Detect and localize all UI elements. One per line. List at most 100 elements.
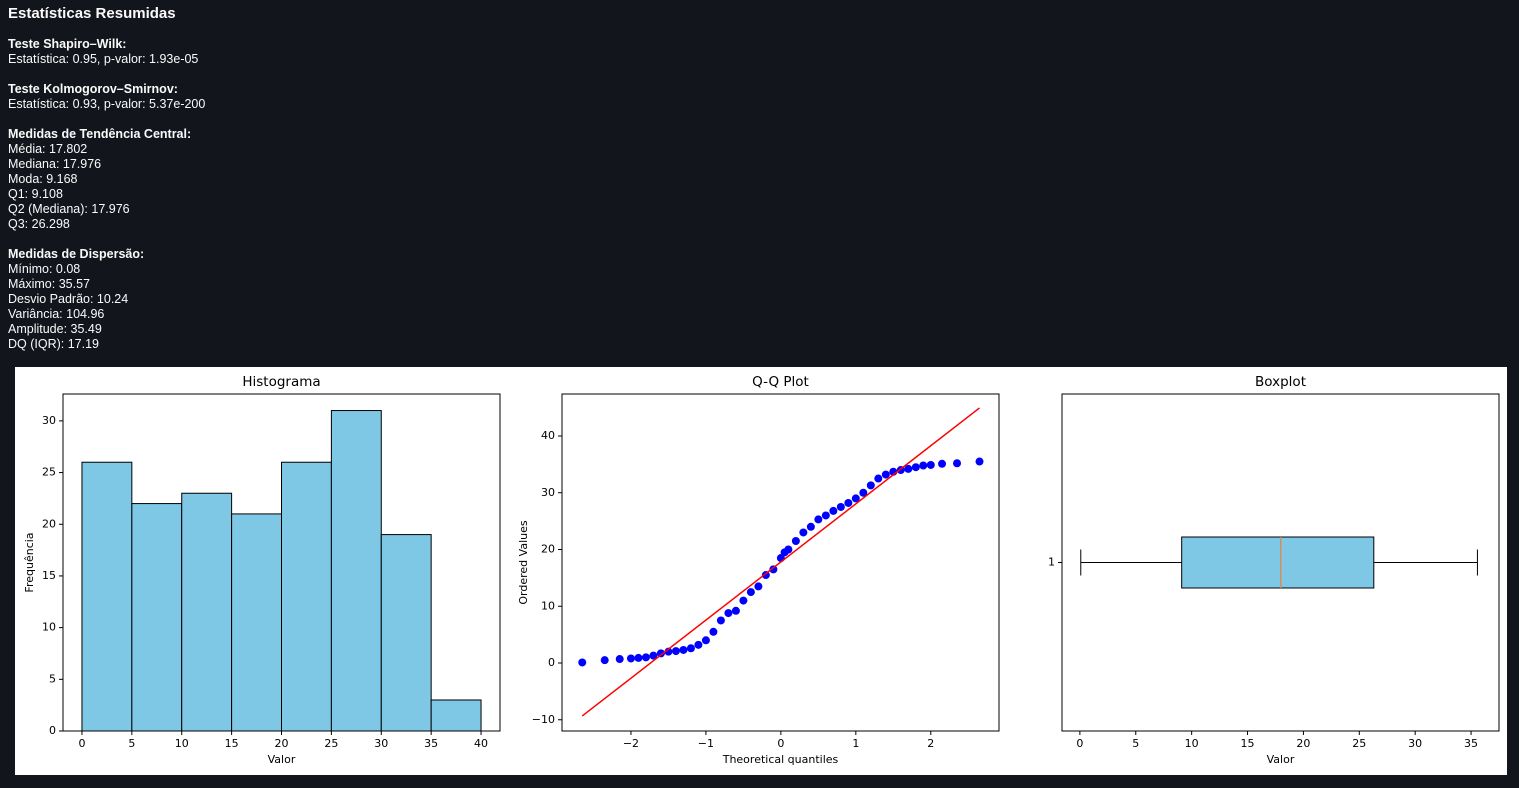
qq-point: [600, 656, 609, 665]
section-line: Variância: 104.96: [8, 307, 105, 321]
qq-point: [904, 464, 913, 473]
y-axis-label: Ordered Values: [517, 520, 530, 604]
y-tick-label: 30: [42, 414, 56, 427]
histogram-bar: [231, 513, 282, 732]
qq-point: [641, 653, 650, 662]
section-line: Moda: 9.168: [8, 172, 78, 186]
section-line: Desvio Padrão: 10.24: [8, 292, 129, 306]
qq-point: [953, 459, 962, 468]
y-tick-label: 15: [42, 569, 56, 582]
subplot: Histograma Valor 0 5 10 15 20 25 30 35 40 0 5 10 15 20 2…: [23, 374, 501, 766]
section-line: Média: 17.802: [8, 142, 88, 156]
x-tick-label: 10: [175, 737, 189, 750]
x-tick-label: 20: [275, 737, 289, 750]
summary-title: Estatísticas Resumidas: [8, 5, 176, 22]
subplot-title: Boxplot: [1255, 374, 1306, 390]
y-tick-label: 20: [541, 543, 555, 556]
qq-point: [649, 651, 658, 660]
qq-point: [799, 528, 808, 537]
x-tick-label: 0: [78, 737, 85, 750]
x-tick-label: 10: [1185, 737, 1199, 750]
section-line: Q1: 9.108: [8, 187, 63, 201]
x-tick-label: 0: [777, 737, 784, 750]
section-line: Amplitude: 35.49: [8, 322, 102, 336]
section-heading: Medidas de Tendência Central:: [8, 127, 192, 141]
qq-point: [975, 457, 984, 466]
qq-point: [881, 470, 890, 479]
histogram-bar: [330, 410, 382, 732]
summary: Estatísticas Resumidas Teste Shapiro–Wil…: [8, 6, 205, 352]
section-line: DQ (IQR): 17.19: [8, 337, 99, 351]
y-tick-label: 0: [49, 724, 56, 737]
qq-point: [821, 511, 830, 520]
histogram-bar: [131, 503, 183, 732]
x-tick-label: −2: [623, 737, 639, 750]
x-tick-label: 0: [1076, 737, 1083, 750]
x-axis-label: Valor: [1267, 753, 1295, 766]
y-tick-label: 20: [42, 517, 56, 530]
subplot: Boxplot Valor 0 5 10 15 20 25 30 35 1: [1048, 374, 1500, 766]
qq-point: [634, 653, 643, 662]
qq-point: [919, 461, 928, 470]
summary-section: Medidas de Tendência Central: Média: 17.8…: [8, 127, 205, 232]
qq-point: [731, 606, 740, 615]
x-tick-label: 1: [852, 737, 859, 750]
qq-point: [938, 459, 947, 468]
x-tick-label: 20: [1296, 737, 1310, 750]
x-axis-label: Valor: [268, 753, 296, 766]
qq-point: [746, 588, 755, 597]
x-tick-label: 15: [1241, 737, 1255, 750]
box: [1181, 536, 1375, 589]
section-line: Q2 (Mediana): 17.976: [8, 202, 130, 216]
axes-frame: [62, 393, 501, 732]
qq-point: [656, 649, 665, 658]
qq-point: [769, 565, 778, 574]
x-tick-label: 35: [1464, 737, 1478, 750]
histogram-bar: [281, 461, 332, 732]
y-tick-label: 25: [42, 466, 56, 479]
y-tick-label: 10: [541, 599, 555, 612]
subplot-title: Histograma: [242, 374, 320, 390]
x-tick-label: 30: [1408, 737, 1422, 750]
qq-point: [911, 463, 920, 472]
qq-point: [626, 654, 635, 663]
x-tick-label: 2: [927, 737, 934, 750]
section-line: Máximo: 35.57: [8, 277, 90, 291]
histogram-bar: [181, 492, 233, 732]
qq-point: [866, 481, 875, 490]
x-axis-label: Theoretical quantiles: [722, 753, 839, 766]
y-tick-label: −10: [532, 713, 555, 726]
qq-point: [874, 474, 883, 483]
section-heading: Medidas de Dispersão:: [8, 247, 145, 261]
section-heading: Teste Kolmogorov–Smirnov:: [8, 82, 178, 96]
x-tick-label: 25: [1352, 737, 1366, 750]
section-line: Mínimo: 0.08: [8, 262, 81, 276]
qq-point: [851, 494, 860, 503]
qq-point: [814, 515, 823, 524]
axes-frame: [561, 393, 1000, 732]
histogram-bar: [81, 461, 133, 732]
qq-point: [784, 545, 793, 554]
qq-point: [701, 636, 710, 645]
y-axis-label: Frequência: [23, 532, 36, 592]
qq-point: [694, 640, 703, 649]
summary-section: Teste Shapiro–Wilk: Estatística: 0.95, p-…: [8, 37, 205, 67]
qq-point: [844, 498, 853, 507]
section-line: Mediana: 17.976: [8, 157, 102, 171]
histogram-bar: [380, 534, 432, 732]
x-tick-label: −1: [698, 737, 714, 750]
y-tick-label: 5: [49, 672, 56, 685]
qq-point: [829, 506, 838, 515]
x-tick-label: 15: [225, 737, 239, 750]
qq-point: [671, 647, 680, 656]
section-line: Estatística: 0.93, p-valor: 5.37e-200: [8, 97, 206, 111]
subplot-title: Q-Q Plot: [752, 374, 809, 390]
qq-point: [926, 460, 935, 469]
qq-point: [686, 644, 695, 653]
section-heading: Teste Shapiro–Wilk:: [8, 37, 127, 51]
qq-point: [615, 655, 624, 664]
y-tick-label: 0: [548, 656, 555, 669]
